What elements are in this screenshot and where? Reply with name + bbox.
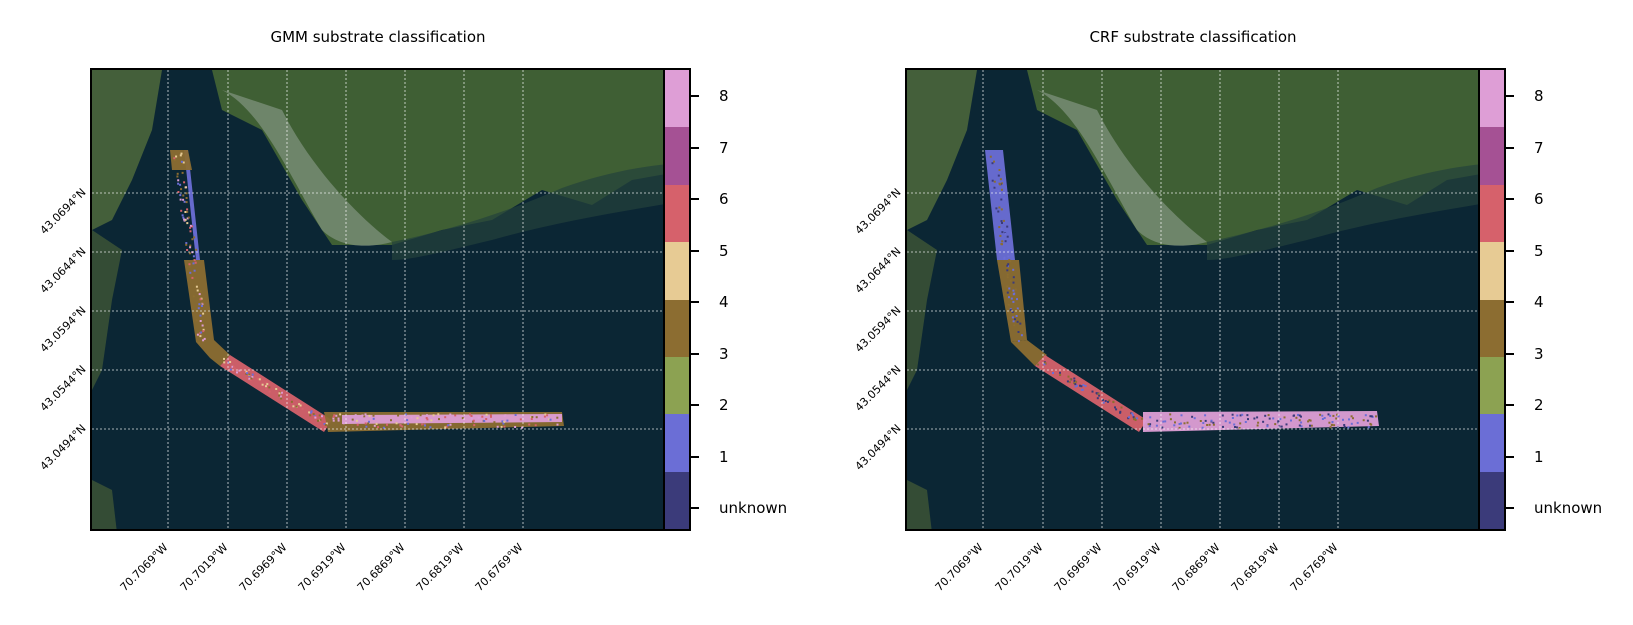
longitude-label: 70.7019°W bbox=[177, 540, 231, 594]
colorbar-tick bbox=[691, 404, 699, 406]
gmm-colorbar bbox=[663, 68, 691, 531]
longitude-label: 70.6819°W bbox=[413, 540, 467, 594]
colorbar-label: 1 bbox=[719, 448, 729, 466]
gmm-map[interactable] bbox=[90, 68, 686, 531]
colorbar-segment-8 bbox=[665, 70, 689, 128]
colorbar-tick bbox=[691, 147, 699, 149]
colorbar-segment-1 bbox=[665, 471, 689, 529]
latitude-label: 43.0544°N bbox=[37, 362, 89, 414]
latitude-label: 43.0594°N bbox=[852, 303, 904, 355]
colorbar-label: 4 bbox=[719, 293, 729, 311]
colorbar-segment-5 bbox=[1480, 242, 1504, 300]
longitude-label: 70.6769°W bbox=[1287, 540, 1341, 594]
crf-panel: CRF substrate classification 8 7 6 5 4 3 2 1 unk… bbox=[815, 0, 1631, 625]
longitude-label: 70.7069°W bbox=[932, 540, 986, 594]
colorbar-label: 2 bbox=[1534, 396, 1544, 414]
longitude-label: 70.7069°W bbox=[117, 540, 171, 594]
land-area bbox=[92, 70, 684, 529]
panel-title: GMM substrate classification bbox=[270, 28, 486, 46]
colorbar-tick bbox=[1506, 507, 1514, 509]
colorbar-segment-1 bbox=[1480, 471, 1504, 529]
colorbar-tick bbox=[691, 507, 699, 509]
land-area bbox=[907, 70, 1499, 529]
colorbar-tick bbox=[1506, 456, 1514, 458]
colorbar-tick bbox=[691, 353, 699, 355]
colorbar-segment-8 bbox=[1480, 70, 1504, 128]
colorbar-segment-4 bbox=[1480, 299, 1504, 357]
colorbar-tick bbox=[1506, 353, 1514, 355]
survey-track bbox=[170, 150, 564, 432]
longitude-label: 70.6869°W bbox=[1169, 540, 1223, 594]
latitude-label: 43.0644°N bbox=[852, 244, 904, 296]
colorbar-tick bbox=[691, 301, 699, 303]
colorbar-label: 6 bbox=[719, 190, 729, 208]
colorbar-segment-2 bbox=[1480, 414, 1504, 472]
colorbar-tick bbox=[1506, 404, 1514, 406]
colorbar-tick bbox=[691, 198, 699, 200]
longitude-label: 70.6919°W bbox=[295, 540, 349, 594]
colorbar-segment-3 bbox=[665, 356, 689, 415]
latitude-label: 43.0544°N bbox=[852, 362, 904, 414]
colorbar-segment-7 bbox=[665, 127, 689, 185]
colorbar-tick bbox=[1506, 198, 1514, 200]
latitude-label: 43.0494°N bbox=[852, 421, 904, 473]
colorbar-label: 8 bbox=[1534, 87, 1544, 105]
colorbar-segment-5 bbox=[665, 242, 689, 300]
colorbar-tick bbox=[1506, 301, 1514, 303]
map-gridlines bbox=[907, 70, 1499, 529]
colorbar-label: 5 bbox=[1534, 242, 1544, 260]
colorbar-tick bbox=[1506, 147, 1514, 149]
colorbar-label: 2 bbox=[719, 396, 729, 414]
colorbar-label: 7 bbox=[719, 139, 729, 157]
survey-track bbox=[985, 150, 1379, 432]
longitude-label: 70.6819°W bbox=[1228, 540, 1282, 594]
colorbar-segment-2 bbox=[665, 414, 689, 472]
latitude-label: 43.0694°N bbox=[852, 185, 904, 237]
colorbar-label: 1 bbox=[1534, 448, 1544, 466]
latitude-label: 43.0494°N bbox=[37, 421, 89, 473]
latitude-label: 43.0594°N bbox=[37, 303, 89, 355]
longitude-label: 70.7019°W bbox=[992, 540, 1046, 594]
longitude-label: 70.6919°W bbox=[1110, 540, 1164, 594]
colorbar-label: 5 bbox=[719, 242, 729, 260]
gmm-panel: GMM substrate classification 8 7 6 5 4 3 2 1 unk… bbox=[0, 0, 816, 625]
panel-title: CRF substrate classification bbox=[1089, 28, 1297, 46]
longitude-label: 70.6969°W bbox=[1051, 540, 1105, 594]
colorbar-tick bbox=[1506, 95, 1514, 97]
longitude-label: 70.6969°W bbox=[236, 540, 290, 594]
colorbar-segment-3 bbox=[1480, 356, 1504, 415]
colorbar-segment-4 bbox=[665, 299, 689, 357]
colorbar-tick bbox=[1506, 250, 1514, 252]
colorbar-label: 4 bbox=[1534, 293, 1544, 311]
colorbar-segment-6 bbox=[665, 184, 689, 243]
colorbar-tick bbox=[691, 456, 699, 458]
colorbar-label: 7 bbox=[1534, 139, 1544, 157]
colorbar-segment-6 bbox=[1480, 184, 1504, 243]
colorbar-label: 8 bbox=[719, 87, 729, 105]
colorbar-label: 3 bbox=[719, 345, 729, 363]
colorbar-label: 3 bbox=[1534, 345, 1544, 363]
colorbar-label: 6 bbox=[1534, 190, 1544, 208]
colorbar-label: unknown bbox=[1534, 499, 1603, 517]
crf-map[interactable] bbox=[905, 68, 1501, 531]
crf-colorbar bbox=[1478, 68, 1506, 531]
longitude-label: 70.6869°W bbox=[354, 540, 408, 594]
latitude-label: 43.0694°N bbox=[37, 185, 89, 237]
colorbar-label: unknown bbox=[719, 499, 788, 517]
colorbar-tick bbox=[691, 95, 699, 97]
longitude-label: 70.6769°W bbox=[472, 540, 526, 594]
colorbar-tick bbox=[691, 250, 699, 252]
map-gridlines bbox=[92, 70, 684, 529]
latitude-label: 43.0644°N bbox=[37, 244, 89, 296]
colorbar-segment-7 bbox=[1480, 127, 1504, 185]
